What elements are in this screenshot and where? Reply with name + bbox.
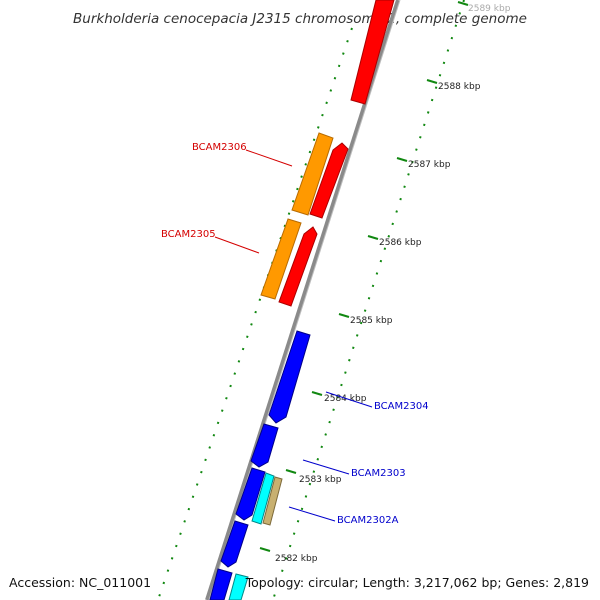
leader-line-bcam2305 [214,236,260,254]
gene-red-top [350,0,395,105]
major-tick [338,313,350,318]
kbp-label: 2587 kbp [408,160,451,170]
gene-bcam2304-blue [268,330,311,424]
kbp-label: 2589 kbp [468,4,511,14]
major-tick [367,235,379,240]
gene-bcam2303-cyan [251,472,275,525]
major-tick [426,79,438,84]
gene-label-bcam2305: BCAM2305 [161,229,216,240]
leader-line-bcam2302a [288,506,336,522]
gene-cyan-bottom [228,573,249,600]
gene-bcam2305-red [278,226,318,307]
kbp-label: 2586 kbp [379,238,422,248]
kbp-label: 2585 kbp [350,316,393,326]
major-tick [311,391,323,396]
gene-blue-2 [250,423,279,468]
kbp-label: 2583 kbp [299,475,342,485]
major-tick [285,469,297,474]
gene-blue-5 [209,568,233,600]
gene-label-bcam2302a: BCAM2302A [337,515,399,526]
gene-bcam2306-red [309,142,349,219]
outer-tick-track [272,0,465,600]
kbp-labels: 2589 kbp 2588 kbp 2587 kbp 2586 kbp 2585… [275,4,511,564]
kbp-label: 2584 kbp [324,394,367,404]
footer-backdrop-left [4,572,152,592]
gene-bcam2305-orange [260,218,302,300]
map-title: Burkholderia cenocepacia J2315 chromosom… [73,11,527,27]
gene-label-bcam2304: BCAM2304 [374,401,429,412]
leader-line-bcam2303 [302,459,350,475]
major-tick [396,157,408,162]
gene-blue-4 [220,520,249,568]
gene-bcam2303-blue [235,467,266,521]
major-tick [457,1,469,6]
gene-label-bcam2306: BCAM2306 [192,142,247,153]
gene-label-bcam2303: BCAM2303 [351,468,406,479]
major-tick [259,547,271,552]
footer-backdrop-right [256,572,596,592]
accession-text: Accession: NC_011001 [9,575,151,590]
kbp-label: 2582 kbp [275,554,318,564]
leader-line-bcam2306 [245,149,293,167]
gene-label-group: BCAM2306 BCAM2305 BCAM2304 BCAM2303 BCAM… [161,142,429,526]
leader-line-bcam2304 [325,391,373,408]
kbp-label: 2588 kbp [438,82,481,92]
gene-features [209,0,395,600]
gene-bcam2302a-tan [262,476,283,526]
gene-bcam2306-orange [291,132,334,216]
genome-summary-text: Topology: circular; Length: 3,217,062 bp… [245,575,589,590]
major-ticks [259,1,469,552]
